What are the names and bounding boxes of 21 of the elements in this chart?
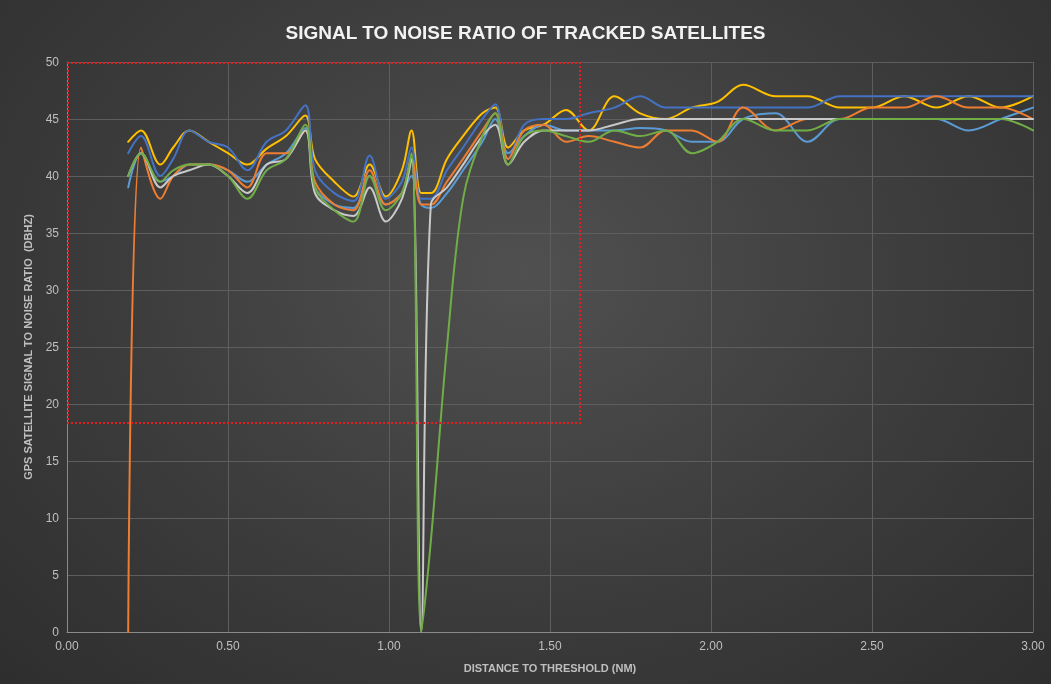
y-axis-title: GPS SATELLITE SIGNAL TO NOISE RATIO (DBHZ) (21, 213, 34, 480)
y-tick-label: 35 (45, 226, 60, 240)
y-tick-label: 30 (45, 283, 60, 297)
chart-title: SIGNAL TO NOISE RATIO OF TRACKED SATELLITES (285, 22, 766, 43)
y-tick-label: 25 (45, 340, 60, 354)
x-tick-label: 1.00 (377, 639, 401, 653)
x-tick-label: 1.50 (538, 639, 562, 653)
x-tick-label: 2.50 (860, 639, 884, 653)
x-tick-label: 2.00 (699, 639, 723, 653)
x-tick-label: 3.00 (1021, 639, 1045, 653)
x-axis-title: DISTANCE TO THRESHOLD (NM) (463, 661, 637, 674)
y-tick-label: 20 (45, 397, 60, 411)
x-tick-label: 0.50 (216, 639, 240, 653)
y-tick-label: 5 (52, 568, 60, 582)
y-tick-label: 10 (45, 511, 60, 525)
x-tick-label: 0.00 (55, 639, 79, 653)
y-tick-label: 15 (45, 454, 60, 468)
y-tick-label: 0 (52, 625, 60, 639)
y-tick-label: 40 (45, 169, 60, 183)
y-tick-label: 45 (45, 112, 60, 126)
y-tick-label: 50 (45, 55, 60, 69)
